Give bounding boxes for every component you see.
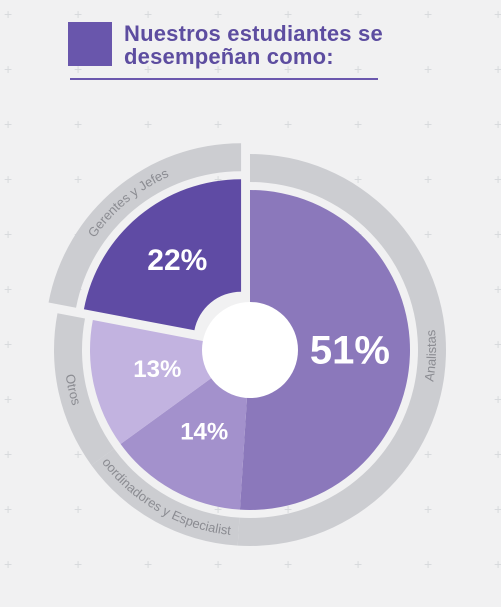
title-line-2: desempeñan como: (124, 44, 334, 69)
header: Nuestros estudiantes se desempeñan como: (68, 22, 383, 80)
label-analistas: Analistas (421, 329, 439, 383)
page-title: Nuestros estudiantes se desempeñan como: (112, 22, 383, 68)
value-coordinadores: 14% (180, 419, 228, 446)
value-gerentes: 22% (147, 244, 207, 277)
header-underline (70, 78, 378, 80)
title-line-1: Nuestros estudiantes se (124, 21, 383, 46)
header-accent-square (68, 22, 112, 66)
pie-chart: 51%Analistas14%Coordinadores y Especiali… (0, 120, 501, 607)
value-analistas: 51% (310, 329, 390, 373)
value-otros: 13% (133, 356, 181, 383)
donut-hole (202, 302, 298, 398)
